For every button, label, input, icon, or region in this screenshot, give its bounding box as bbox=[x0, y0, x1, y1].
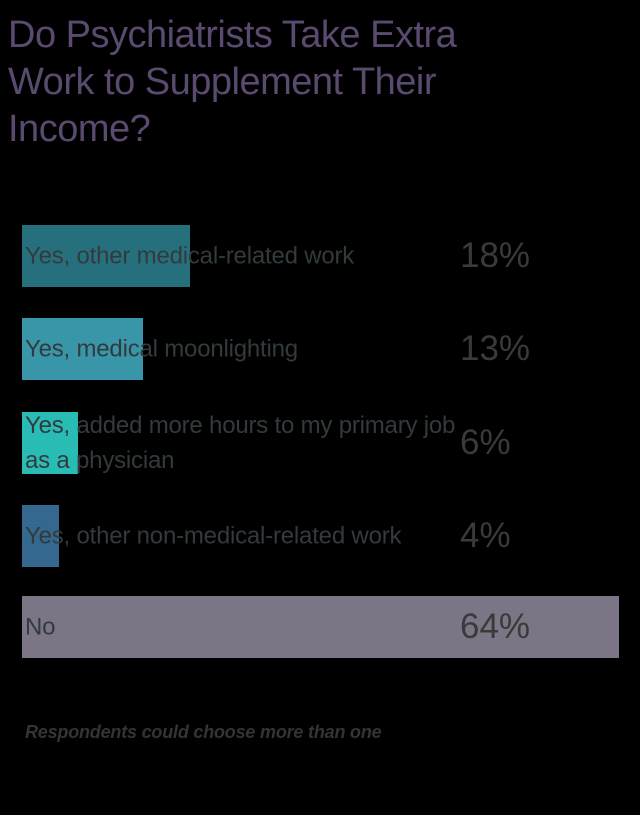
bar-fill bbox=[22, 596, 619, 658]
bar-value: 64% bbox=[460, 607, 531, 646]
bar-row-medical-moonlighting: Yes, medical moonlighting 13% bbox=[22, 318, 640, 380]
bar-value: 18% bbox=[460, 236, 531, 275]
chart-footnote: Respondents could choose more than one bbox=[25, 722, 382, 742]
bar-label: Yes, other medical-related work bbox=[25, 242, 355, 270]
bar-value: 6% bbox=[460, 423, 511, 462]
bar-fill bbox=[22, 412, 78, 474]
bar-row-more-hours-primary-job: Yes, added more hours to my primary job … bbox=[22, 412, 640, 474]
bar-label: Yes, other non-medical-related work bbox=[25, 522, 402, 550]
bar-row-other-medical-work: Yes, other medical-related work 18% bbox=[22, 225, 640, 287]
bar-row-non-medical-work: Yes, other non-medical-related work 4% bbox=[22, 505, 640, 567]
chart-title: Do Psychiatrists Take Extra Work to Supp… bbox=[8, 14, 457, 150]
bar-fill bbox=[22, 318, 143, 380]
bar-label: Yes, added more hours to my primary job … bbox=[25, 412, 456, 474]
bar-value: 13% bbox=[460, 329, 531, 368]
bar-value: 4% bbox=[460, 516, 511, 555]
bar-fill bbox=[22, 505, 59, 567]
bar-label: Yes, medical moonlighting bbox=[25, 335, 298, 363]
bar-fill bbox=[22, 225, 190, 287]
bar-label: No bbox=[25, 613, 56, 641]
bar-row-no: No 64% bbox=[22, 596, 640, 658]
